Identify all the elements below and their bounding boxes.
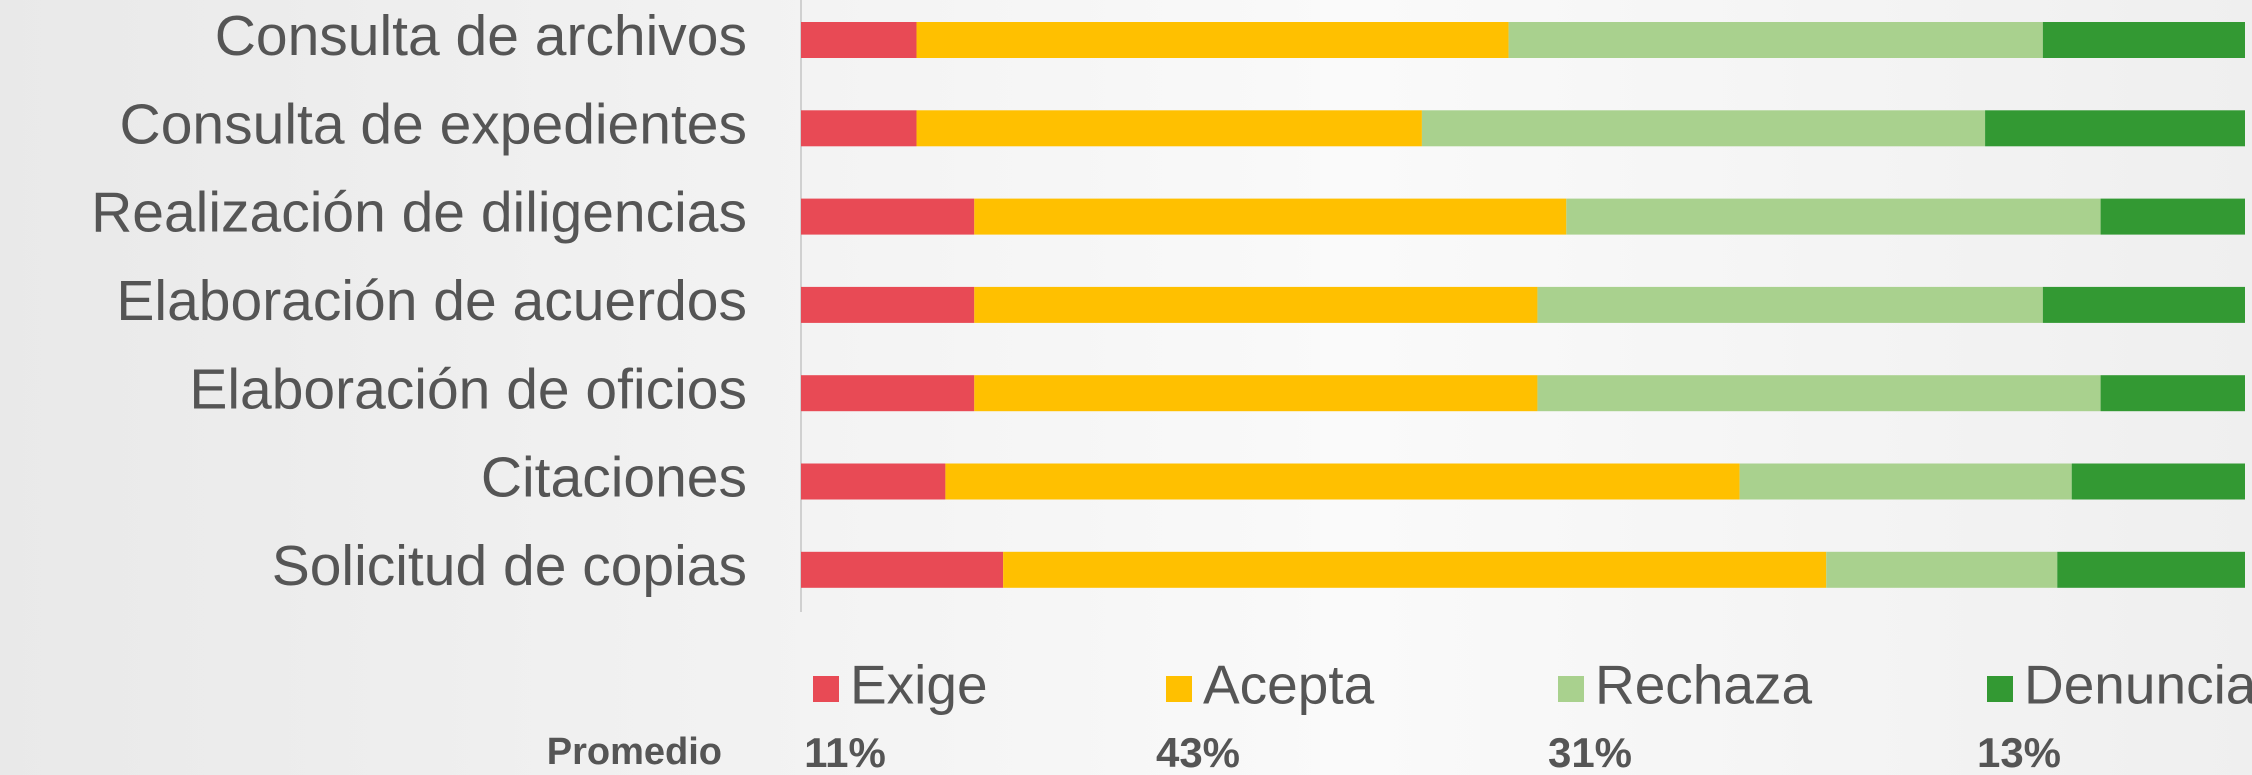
summary-value: 43%	[1156, 729, 1240, 775]
legend-label: Acepta	[1203, 654, 1375, 716]
category-label: Realización de diligencias	[91, 181, 747, 245]
bar-segment	[1739, 463, 2072, 500]
legend-label: Exige	[850, 654, 988, 716]
bar-segment	[1537, 286, 2043, 323]
legend-swatch	[1987, 676, 2013, 702]
bar-segment	[916, 110, 1422, 147]
bar-segment	[801, 463, 946, 500]
bar-segment	[1537, 375, 2101, 412]
category-label: Consulta de expedientes	[120, 92, 747, 156]
legend-swatch	[813, 676, 839, 702]
legend-label: Rechaza	[1595, 654, 1812, 716]
bar-segment	[801, 22, 917, 58]
bar-segment	[916, 22, 1509, 58]
bar-segment	[2071, 463, 2245, 500]
category-label: Solicitud de copias	[272, 534, 747, 598]
bar-segment	[801, 110, 917, 147]
legend-swatch	[1558, 676, 1584, 702]
bar-segment	[1508, 22, 2043, 58]
bar-segment	[2042, 286, 2245, 323]
summary-label: Promedio	[547, 731, 722, 773]
bar-segment	[801, 198, 975, 235]
bar-segment	[1985, 110, 2245, 147]
bar-segment	[945, 463, 1740, 500]
category-label: Elaboración de oficios	[189, 357, 747, 421]
summary-value: 13%	[1977, 729, 2061, 775]
bar-segment	[801, 551, 1004, 588]
category-label: Citaciones	[481, 446, 747, 510]
bar-segment	[1421, 110, 1986, 147]
bar-segment	[801, 286, 975, 323]
bar-segment	[2042, 22, 2245, 58]
bar-segment	[1003, 551, 1827, 588]
category-label: Consulta de archivos	[215, 4, 747, 68]
bar-segment	[974, 198, 1567, 235]
bar-segment	[2100, 375, 2245, 412]
summary-value: 11%	[804, 729, 886, 775]
summary-value: 31%	[1548, 729, 1632, 775]
bar-segment	[974, 375, 1538, 412]
bar-segment	[801, 375, 975, 412]
bar-segment	[2100, 198, 2245, 235]
bar-segment	[2057, 551, 2245, 588]
bar-segment	[974, 286, 1538, 323]
bar-segment	[1566, 198, 2101, 235]
category-label: Elaboración de acuerdos	[116, 269, 747, 333]
legend-swatch	[1166, 676, 1192, 702]
bar-segment	[1826, 551, 2058, 588]
legend-label: Denuncia	[2024, 654, 2252, 716]
